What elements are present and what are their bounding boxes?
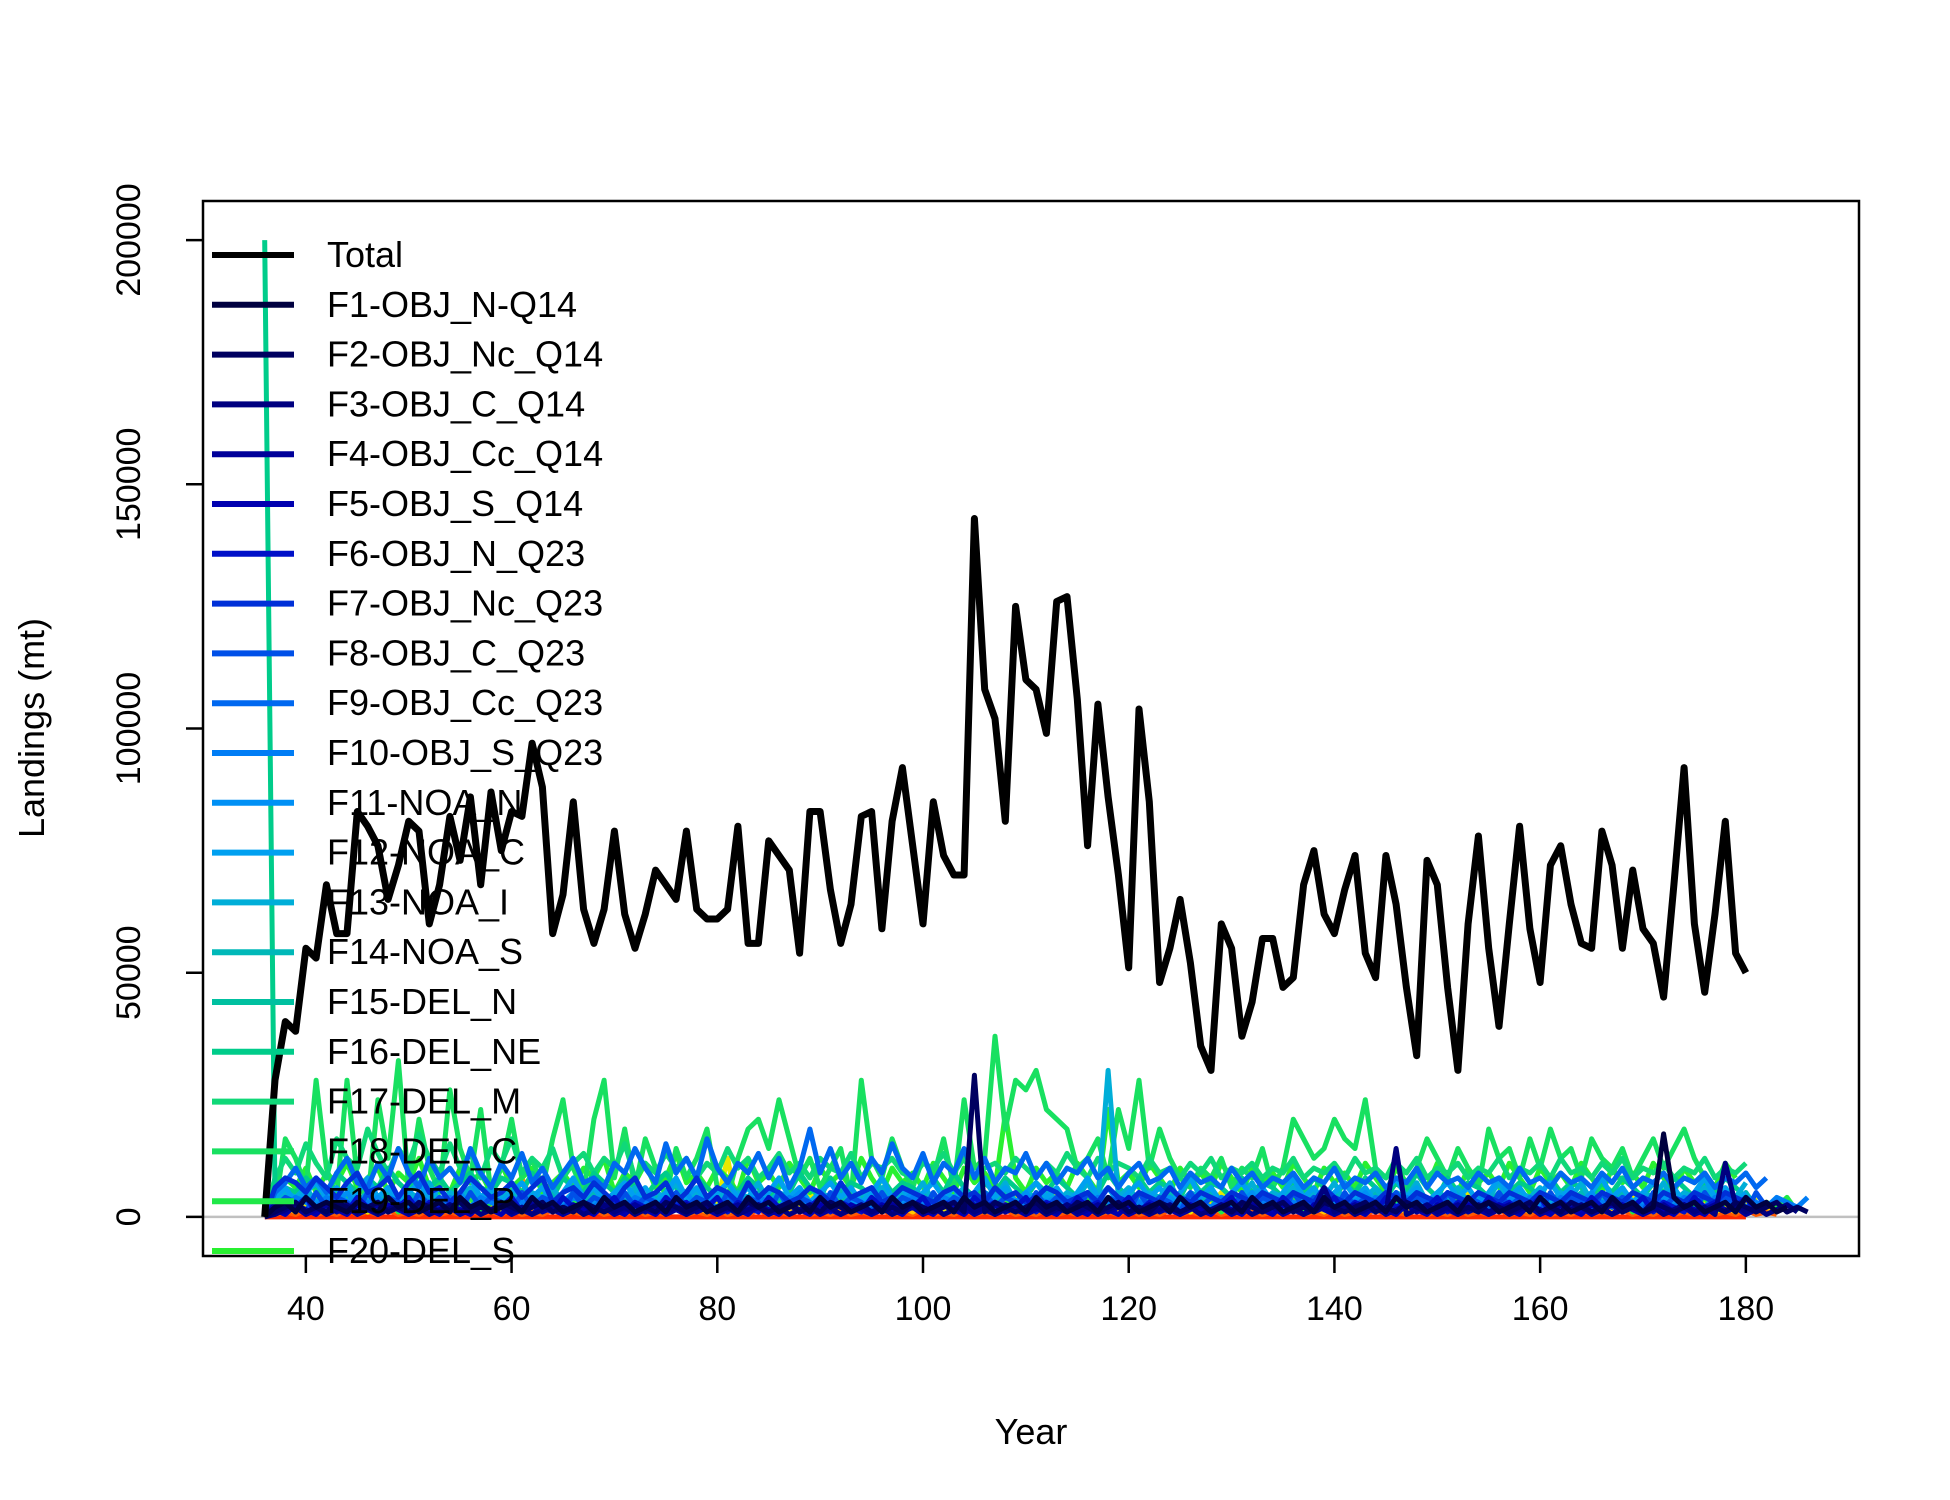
legend-label: F20-DEL_S <box>327 1230 515 1271</box>
series-line-2 <box>262 1131 1789 1219</box>
legend-label: F9-OBJ_Cc_Q23 <box>327 682 603 723</box>
legend-label: F16-DEL_NE <box>327 1031 541 1072</box>
legend-label: F13-NOA_I <box>327 881 509 922</box>
legend-label: F6-OBJ_N_Q23 <box>327 533 585 574</box>
legend-label: F5-OBJ_S_Q14 <box>327 483 583 524</box>
x-tick-label: 180 <box>1717 1290 1774 1328</box>
x-tick-label: 40 <box>287 1290 325 1328</box>
y-tick-label: 150000 <box>110 428 148 541</box>
legend-label: F1-OBJ_N-Q14 <box>327 284 577 325</box>
x-tick-label: 140 <box>1306 1290 1363 1328</box>
x-tick-label: 120 <box>1100 1290 1157 1328</box>
series-line-10 <box>262 1126 1769 1218</box>
series-line-1 <box>261 515 1749 1218</box>
legend-label: F3-OBJ_C_Q14 <box>327 383 585 424</box>
legend-label: F15-DEL_N <box>327 981 517 1022</box>
legend-label: F10-OBJ_S_Q23 <box>327 732 603 773</box>
legend: Total F1-OBJ_N-Q14 F2-OBJ_Nc_Q14 F3-OBJ_C_Q… <box>212 234 603 1271</box>
y-tick-label: 200000 <box>110 183 148 296</box>
legend-label: F12-NOA_C <box>327 832 525 873</box>
x-axis-title: Year <box>995 1411 1068 1452</box>
x-tick-label: 80 <box>698 1290 736 1328</box>
y-tick-label: 0 <box>110 1207 148 1226</box>
series-line-18 <box>262 1126 1748 1218</box>
legend-label: F18-DEL_C <box>327 1130 517 1171</box>
legend-label: F19-DEL_P <box>327 1180 515 1221</box>
y-axis: 0 50000 100000 150000 200000 <box>110 183 203 1226</box>
legend-label: F7-OBJ_Nc_Q23 <box>327 583 603 624</box>
plot-lines <box>203 240 1859 1220</box>
x-tick-label: 100 <box>895 1290 952 1328</box>
x-tick-label: 60 <box>493 1290 531 1328</box>
legend-label: F2-OBJ_Nc_Q14 <box>327 334 603 375</box>
legend-label: F17-DEL_M <box>327 1081 521 1122</box>
legend-label: F8-OBJ_C_Q23 <box>327 632 585 673</box>
legend-label: F4-OBJ_Cc_Q14 <box>327 433 603 474</box>
x-axis: 40 60 80 100 120 140 160 180 <box>287 1254 1774 1328</box>
legend-label: F11-NOA_N <box>327 782 522 823</box>
x-tick-label: 160 <box>1512 1290 1569 1328</box>
y-tick-label: 100000 <box>110 672 148 785</box>
legend-label: Total <box>327 234 403 275</box>
legend-label: F14-NOA_S <box>327 931 523 972</box>
y-axis-title: Landings (mt) <box>11 618 52 838</box>
y-tick-label: 50000 <box>110 925 148 1020</box>
